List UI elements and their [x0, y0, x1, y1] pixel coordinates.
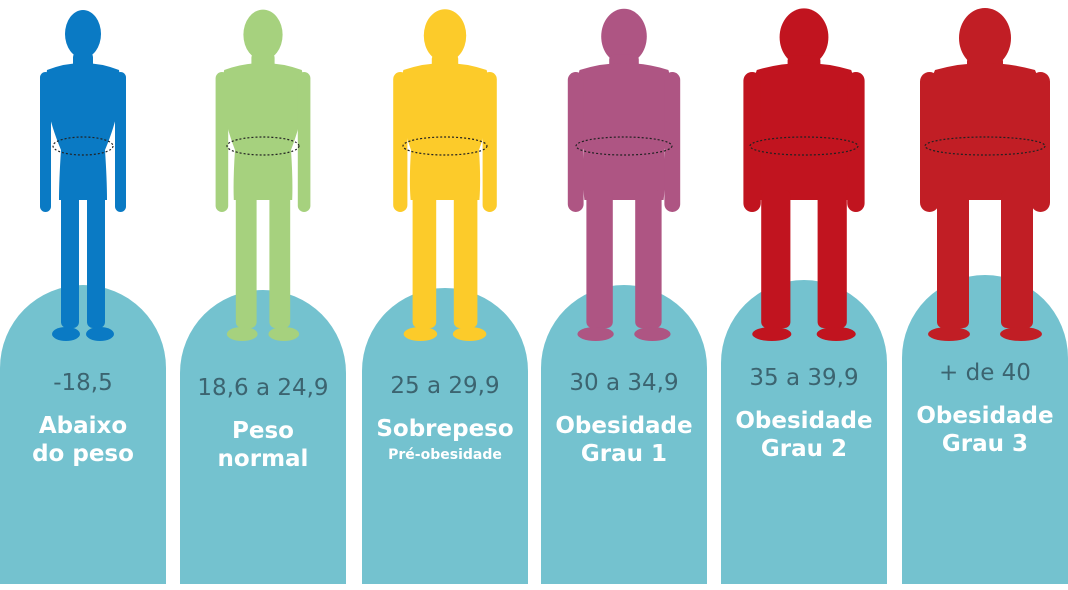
bmi-range: 30 a 34,9 — [569, 370, 679, 396]
category-label-line2: Grau 1 — [580, 441, 668, 467]
bmi-range: + de 40 — [939, 360, 1031, 386]
bmi-category-4: 30 a 34,9 Obesidade Grau 1 — [541, 0, 711, 590]
waist-line — [924, 136, 1046, 156]
pedestal — [902, 275, 1068, 584]
bmi-range: -18,5 — [53, 370, 113, 396]
pedestal — [362, 288, 528, 584]
waist-line — [226, 136, 300, 156]
category-label-line1: Peso — [232, 418, 294, 444]
bmi-range: 35 a 39,9 — [749, 365, 859, 391]
waist-line — [402, 136, 488, 156]
bmi-category-1: -18,5 Abaixo do peso — [0, 0, 170, 590]
body-silhouette-icon — [393, 9, 497, 341]
bmi-range: 25 a 29,9 — [390, 373, 500, 399]
category-label-line1: Obesidade — [735, 408, 873, 434]
category-label-line1: Obesidade — [916, 403, 1054, 429]
category-label-line2: do peso — [32, 441, 134, 467]
bmi-category-5: 35 a 39,9 Obesidade Grau 2 — [721, 0, 891, 590]
pedestal — [0, 285, 166, 584]
category-sublabel: Pré-obesidade — [388, 447, 502, 463]
category-label-line1: Obesidade — [555, 413, 693, 439]
category-label-line2: Grau 2 — [760, 436, 848, 462]
pedestal — [721, 280, 887, 584]
bmi-range: 18,6 a 24,9 — [197, 375, 329, 401]
bmi-category-6: + de 40 Obesidade Grau 3 — [902, 0, 1068, 590]
category-label-line2: Grau 3 — [941, 431, 1029, 457]
category-label-line1: Sobrepeso — [376, 416, 514, 442]
bmi-category-2: 18,6 a 24,9 Peso normal — [180, 0, 350, 590]
category-label-line2: normal — [217, 446, 309, 472]
waist-line — [749, 136, 859, 156]
body-silhouette-icon — [743, 8, 865, 341]
category-label-line1: Abaixo — [38, 413, 128, 439]
body-silhouette-icon — [920, 8, 1050, 341]
pedestal — [180, 290, 346, 584]
bmi-category-3: 25 a 29,9 Sobrepeso Pré-obesidade — [362, 0, 532, 590]
body-silhouette-icon — [40, 10, 126, 341]
body-silhouette-icon — [567, 8, 681, 341]
body-silhouette-icon — [215, 9, 311, 341]
pedestal — [541, 285, 707, 584]
waist-line — [52, 136, 114, 156]
waist-line — [575, 136, 673, 156]
